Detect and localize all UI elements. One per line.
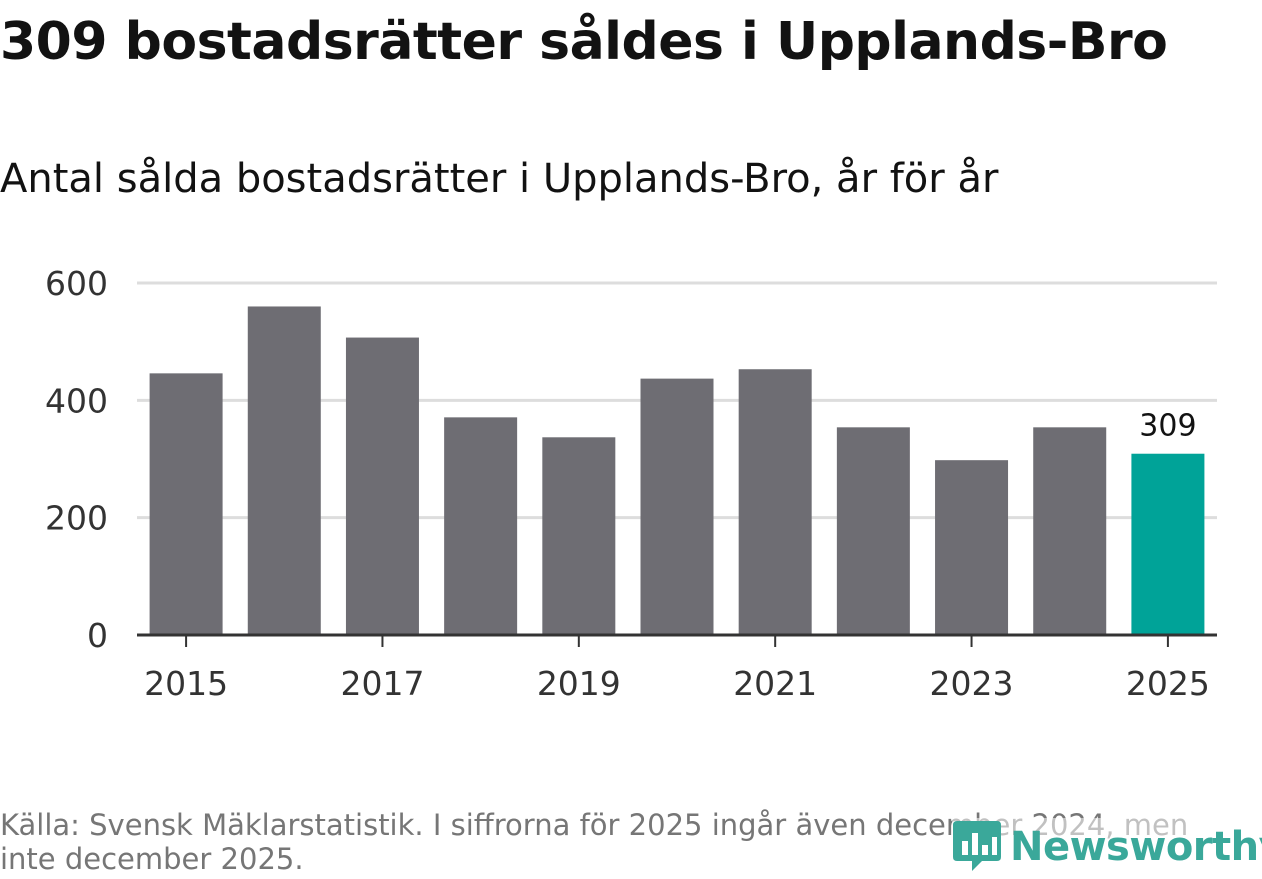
bar-2022 — [836, 427, 910, 635]
bar-2020 — [640, 378, 714, 635]
x-tick-label: 2019 — [537, 664, 621, 703]
bar-2023 — [935, 460, 1009, 635]
bars — [149, 306, 1205, 635]
bar-2015 — [149, 373, 223, 635]
y-tick-label: 200 — [45, 499, 108, 538]
y-tick-label: 400 — [45, 381, 108, 420]
chart-title: 309 bostadsrätter såldes i Upplands-Bro — [0, 12, 1168, 72]
data-labels: 309 — [1139, 409, 1196, 444]
data-label: 309 — [1139, 409, 1196, 444]
x-tick-label: 2025 — [1126, 664, 1210, 703]
newsworthy-brand: Newsworthy — [952, 818, 1262, 876]
bar-2021 — [738, 369, 812, 635]
bar-2017 — [345, 337, 419, 635]
bar-2025 — [1131, 453, 1205, 635]
chart-subtitle: Antal sålda bostadsrätter i Upplands-Bro… — [0, 156, 999, 202]
y-axis-tick-labels: 0 200 400 600 — [45, 264, 108, 655]
x-tick-label: 2015 — [144, 664, 228, 703]
x-tick-label: 2021 — [733, 664, 817, 703]
y-tick-label: 600 — [45, 264, 108, 303]
x-tick-label: 2017 — [340, 664, 424, 703]
bar-2024 — [1033, 427, 1107, 635]
y-tick-label: 0 — [87, 616, 108, 655]
bar-2019 — [542, 437, 616, 635]
bar-2016 — [247, 306, 321, 635]
bar-chart: 0 200 400 600 309 2015 2017 2019 2021 2023 2025 — [45, 264, 1217, 703]
bar-2018 — [444, 417, 518, 635]
newsworthy-logo-icon — [952, 817, 1002, 877]
x-axis: 2015 2017 2019 2021 2023 2025 — [137, 633, 1217, 703]
brand-name: Newsworthy — [1010, 824, 1262, 870]
x-tick-label: 2023 — [930, 664, 1014, 703]
